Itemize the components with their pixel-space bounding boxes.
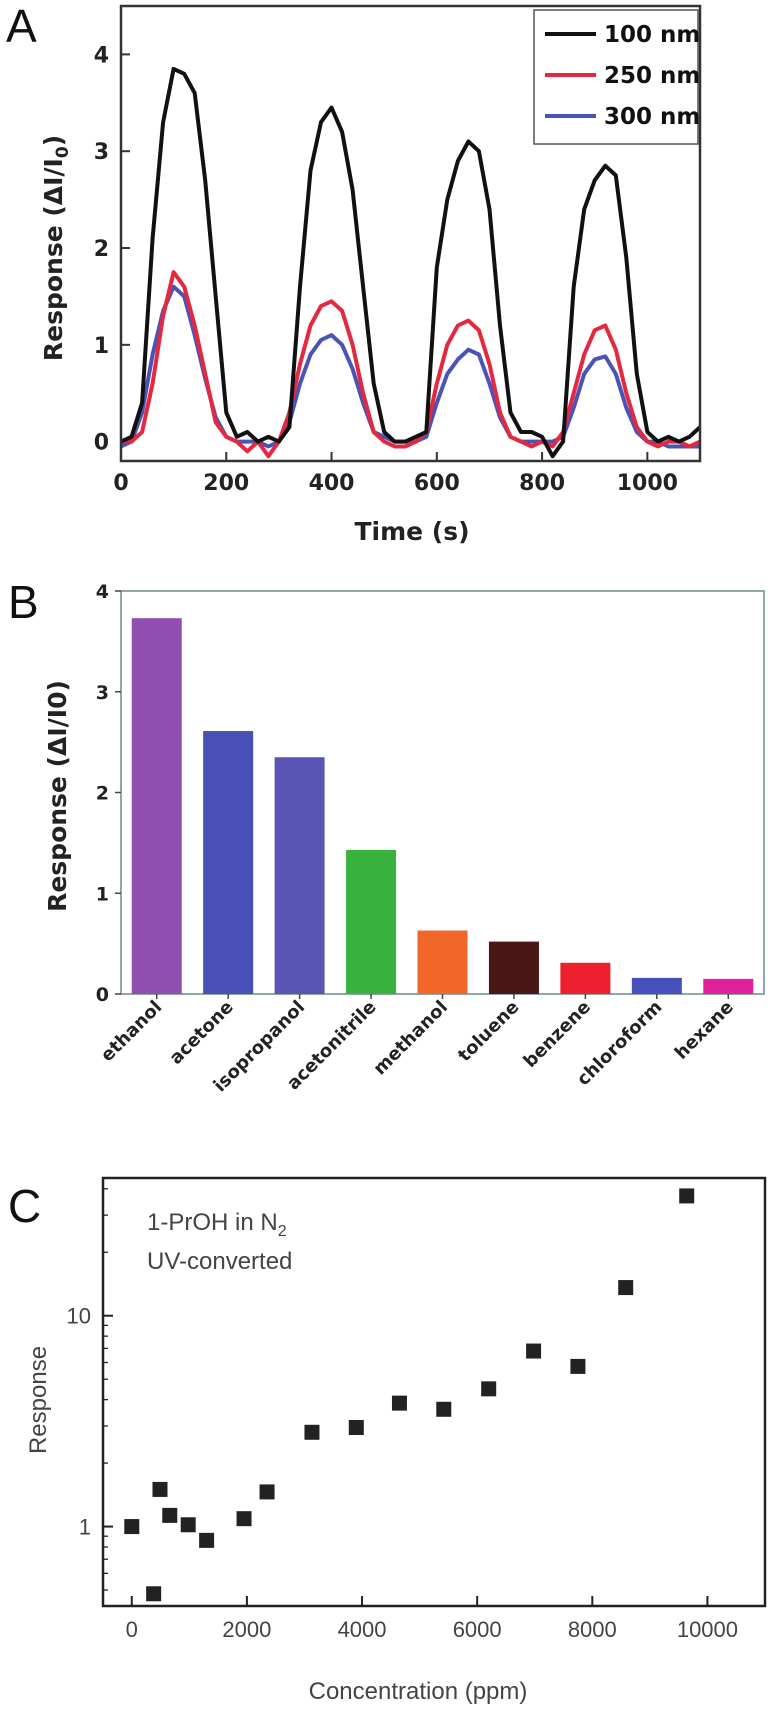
panel-b-category-label: hexane (671, 997, 738, 1064)
panel-a-xlabel: Time (s) (354, 517, 469, 546)
panel-b-ylabel: Response (ΔI/I0) (43, 680, 72, 912)
panel-a-ylabel-main: Response (ΔI/I (39, 158, 68, 361)
panel-c-xtick-label: 2000 (222, 1617, 271, 1642)
panel-a: A 0 200 400 600 800 1000 0 1 2 3 4 Time (s) Respon… (6, 0, 702, 546)
panel-b-bar-acetone (203, 731, 254, 994)
panel-a-ylabel: Response (ΔI/I0) (39, 135, 73, 361)
panel-c-data-point (436, 1401, 452, 1417)
panel-c-data-point (259, 1484, 275, 1500)
panel-a-series-line-250-nm (121, 270, 701, 459)
panel-a-letter: A (6, 0, 37, 52)
panel-c-ytick-label: 10 (67, 1304, 91, 1329)
panel-c-letter: C (8, 1180, 41, 1232)
panel-b-category-label: methanol (369, 997, 452, 1080)
panel-c-annotation-line2: UV-converted (147, 1248, 292, 1275)
panel-c-xtick-label: 6000 (453, 1617, 502, 1642)
panel-c-annotation-line1: 1-PrOH in N2 (147, 1209, 287, 1240)
panel-b-category-label: acetone (166, 997, 238, 1069)
panel-b-bar-isopropanol (274, 757, 325, 994)
panel-a-series-line-300-nm (120, 284, 700, 449)
panel-c-data-point (526, 1343, 542, 1359)
panel-c-data-point (162, 1507, 178, 1523)
panel-c-ytick-label: 1 (79, 1515, 91, 1540)
panel-c-data-point (124, 1519, 140, 1535)
panel-c-xtick-label: 8000 (568, 1617, 617, 1642)
panel-c-xtick-label: 0 (126, 1617, 138, 1642)
panel-a-ytick-label: 4 (94, 43, 109, 68)
panel-b-bar-ethanol (131, 618, 182, 994)
panel-c-data-point (180, 1517, 196, 1533)
panel-c-data-point (146, 1586, 162, 1602)
panel-c-data-point (570, 1358, 586, 1374)
panel-b-category-label: toluene (454, 997, 523, 1066)
panel-c-data-point (618, 1280, 634, 1296)
panel-c-data-point (481, 1381, 497, 1397)
panel-c-data-point (304, 1424, 320, 1440)
panel-c-data-point (152, 1481, 168, 1497)
panel-b-bar-toluene (488, 941, 539, 994)
panel-a-xtick-label: 800 (519, 471, 565, 496)
panel-b-ytick-label: 3 (96, 682, 109, 704)
panel-b-category-label: ethanol (97, 997, 166, 1066)
panel-b-ytick-label: 4 (96, 581, 109, 603)
panel-a-xtick-label: 200 (203, 471, 249, 496)
panel-a-ytick-label: 3 (94, 140, 109, 165)
panel-a-series-line-100-nm (120, 66, 702, 459)
panel-a-xtick-label: 600 (414, 471, 460, 496)
panel-a-xtick-label: 0 (113, 471, 128, 496)
panel-c-xlabel: Concentration (ppm) (309, 1678, 528, 1705)
panel-a-ylabel-end: ) (39, 135, 68, 146)
panel-c-ylabel: Response (25, 1346, 52, 1454)
panel-a-xtick-label: 1000 (617, 471, 678, 496)
panel-c-xtick-label: 4000 (338, 1617, 387, 1642)
panel-b-bar-chloroform (631, 977, 682, 994)
panel-a-ylabel-sub: 0 (53, 146, 73, 158)
panel-c-data-point (391, 1395, 407, 1411)
panel-b-bar-benzene (560, 962, 611, 994)
panel-a-ytick-label: 1 (94, 334, 109, 359)
panel-a-legend: 100 nm 250 nm 300 nm (545, 22, 700, 130)
panel-c-xtick-label: 10000 (677, 1617, 738, 1642)
panel-b-bar-acetonitrile (346, 849, 397, 994)
panel-a-legend-label: 300 nm (604, 104, 700, 130)
panel-c-data-point (348, 1420, 364, 1436)
panel-c-plot-group: 0 2000 4000 6000 8000 10000 1 10 (67, 1188, 738, 1642)
panel-c: C 0 2000 4000 6000 8000 10000 1 10 1-PrOH in N2… (8, 1176, 767, 1705)
panel-c-data-point (236, 1511, 252, 1527)
panel-b-ytick-label: 0 (96, 984, 109, 1006)
panel-b-bar-hexane (703, 978, 754, 994)
panel-c-data-point (679, 1188, 695, 1204)
panel-a-frame (119, 4, 702, 463)
panel-c-annotation-sub: 2 (278, 1223, 287, 1240)
panel-a-ytick-label: 0 (94, 431, 109, 456)
panel-b-category-label: benzene (520, 997, 595, 1072)
panel-b-ytick-label: 1 (96, 883, 109, 905)
panel-a-legend-label: 250 nm (604, 63, 700, 89)
panel-a-xtick-label: 400 (309, 471, 355, 496)
panel-b-bar-methanol (417, 930, 468, 994)
panel-b-letter: B (8, 576, 39, 628)
panel-c-data-point (199, 1532, 215, 1548)
panel-a-ytick-label: 2 (94, 237, 109, 262)
panel-c-frame (101, 1176, 767, 1608)
panel-a-plot-group: 0 200 400 600 800 1000 0 1 2 3 4 (94, 43, 702, 496)
panel-c-annotation-prefix: 1-PrOH in N (147, 1209, 278, 1236)
panel-a-legend-label: 100 nm (604, 22, 700, 48)
panel-b-ytick-label: 2 (96, 783, 109, 805)
